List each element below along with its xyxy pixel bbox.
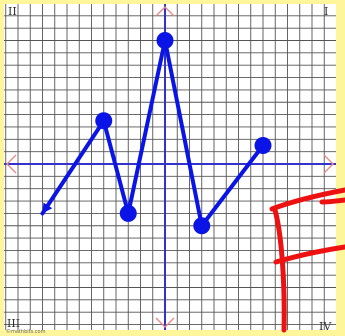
quadrant-labels: II I III IV xyxy=(7,5,332,333)
credit-text: ©mathbits.com xyxy=(6,328,46,335)
graph-segment xyxy=(101,118,131,216)
x-axis-arrowhead-left xyxy=(6,154,17,174)
graph-point xyxy=(119,204,137,222)
graph-point xyxy=(254,136,272,154)
graph-segment xyxy=(126,38,167,216)
annotation-letter-f xyxy=(269,187,345,333)
x-axis-arrowhead-right xyxy=(323,154,334,174)
graph-arrow-segment xyxy=(40,118,106,216)
axis-arrowheads xyxy=(6,6,334,328)
quadrant-label-ii: II xyxy=(8,5,17,18)
graph-arrowhead xyxy=(42,202,53,214)
graph-point xyxy=(156,32,174,49)
graph-segment xyxy=(199,143,265,228)
quadrant-label-iv: IV xyxy=(319,320,332,333)
axes xyxy=(4,4,336,330)
quadrant-label-i: I xyxy=(324,5,328,18)
graph-point xyxy=(193,217,211,235)
handwritten-annotation xyxy=(269,187,345,333)
graph-point xyxy=(95,112,113,130)
quadrant-label-iii: III xyxy=(7,317,20,330)
graph-segment xyxy=(163,38,204,228)
piecewise-graph xyxy=(40,32,272,235)
y-axis-arrowhead-bottom xyxy=(155,317,175,328)
y-axis-arrowhead-top xyxy=(155,6,175,17)
